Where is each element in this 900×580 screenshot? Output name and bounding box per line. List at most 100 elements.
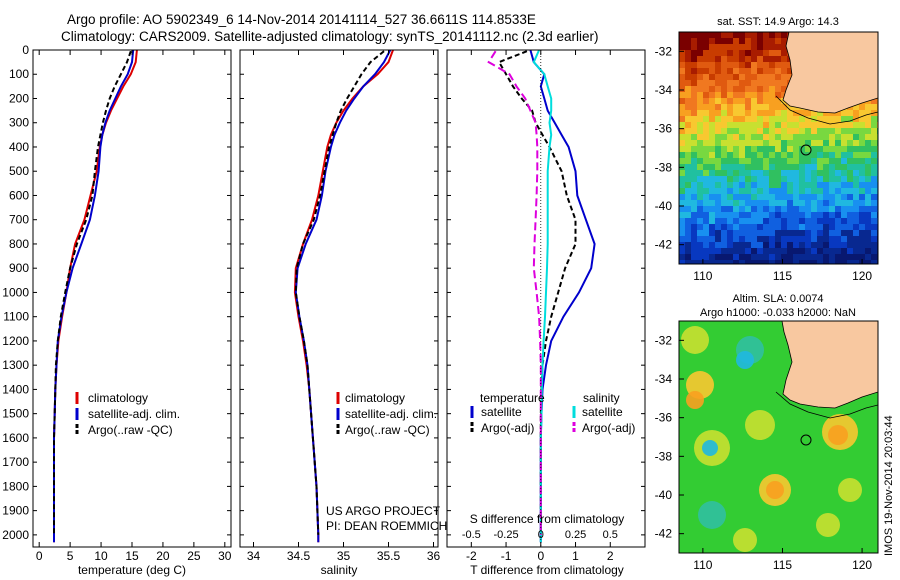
sst-cell <box>757 62 763 68</box>
sst-cell <box>805 206 811 212</box>
sst-cell <box>745 92 751 98</box>
sst-cell <box>763 140 769 146</box>
sst-cell <box>703 62 709 68</box>
sst-cell <box>751 116 757 122</box>
sst-cell <box>703 176 709 182</box>
sst-cell <box>775 44 781 50</box>
sst-cell <box>763 182 769 188</box>
timestamp-label: IMOS 19-Nov-2014 20:03:44 <box>883 415 895 556</box>
sst-cell <box>865 110 871 116</box>
sst-cell <box>703 260 709 264</box>
sst-cell <box>715 176 721 182</box>
sst-cell <box>715 38 721 44</box>
sst-cell <box>757 86 763 92</box>
sst-cell <box>739 218 745 224</box>
sst-cell <box>781 80 787 86</box>
sst-cell <box>853 230 859 236</box>
sst-cell <box>781 110 787 116</box>
sst-cell <box>829 248 835 254</box>
sst-cell <box>691 68 697 74</box>
sst-cell <box>715 86 721 92</box>
sst-cell <box>775 122 781 128</box>
sst-cell <box>715 110 721 116</box>
sst-cell <box>781 152 787 158</box>
sst-cell <box>865 200 871 206</box>
sst-cell <box>865 170 871 176</box>
sst-cell <box>757 200 763 206</box>
sst-cell <box>865 206 871 212</box>
sst-cell <box>859 146 865 152</box>
sst-cell <box>841 230 847 236</box>
sst-cell <box>703 80 709 86</box>
sst-cell <box>691 176 697 182</box>
sst-cell <box>727 236 733 242</box>
sst-cell <box>793 236 799 242</box>
sst-cell <box>775 230 781 236</box>
sst-cell <box>691 158 697 164</box>
sst-cell <box>811 206 817 212</box>
sst-cell <box>739 242 745 248</box>
sst-cell <box>709 116 715 122</box>
sst-cell <box>823 194 829 200</box>
sst-cell <box>775 104 781 110</box>
sla-profile-marker <box>800 434 812 446</box>
sst-cell <box>733 248 739 254</box>
sst-cell <box>811 212 817 218</box>
sst-cell <box>703 236 709 242</box>
sst-cell <box>745 128 751 134</box>
sst-cell <box>787 182 793 188</box>
sst-cell <box>775 146 781 152</box>
sst-cell <box>703 104 709 110</box>
sst-cell <box>763 146 769 152</box>
sst-cell <box>751 80 757 86</box>
sst-cell <box>817 176 823 182</box>
sst-cell <box>781 158 787 164</box>
sla-blob <box>838 478 862 502</box>
sst-cell <box>757 32 763 38</box>
sst-cell <box>787 128 793 134</box>
sst-cell <box>757 140 763 146</box>
sst-cell <box>865 260 871 264</box>
sst-cell <box>721 38 727 44</box>
sst-cell <box>787 152 793 158</box>
sst-cell <box>781 140 787 146</box>
sst-cell <box>685 212 691 218</box>
sst-cell <box>775 194 781 200</box>
sst-cell <box>757 44 763 50</box>
sst-cell <box>805 170 811 176</box>
sst-cell <box>841 116 847 122</box>
sst-cell <box>733 38 739 44</box>
legend-climatology-label: climatology <box>345 391 405 405</box>
sst-cell <box>751 104 757 110</box>
sst-cell <box>733 218 739 224</box>
sst-cell <box>757 164 763 170</box>
sst-cell <box>787 242 793 248</box>
sst-cell <box>715 242 721 248</box>
sst-cell <box>691 38 697 44</box>
sst-cell <box>691 242 697 248</box>
sst-cell <box>709 98 715 104</box>
sst-cell <box>853 188 859 194</box>
sst-cell <box>769 50 775 56</box>
sst-cell <box>751 140 757 146</box>
salinity-legend: climatology satellite-adj. clim. Argo(..… <box>336 391 437 437</box>
sst-cell <box>685 50 691 56</box>
sst-cell <box>799 212 805 218</box>
sst-cell <box>691 194 697 200</box>
sst-cell <box>799 158 805 164</box>
sst-cell <box>865 122 871 128</box>
sst-cell <box>811 194 817 200</box>
sst-cell <box>727 200 733 206</box>
sst-cell <box>775 140 781 146</box>
sst-cell <box>733 92 739 98</box>
sst-cell <box>793 206 799 212</box>
salinity-x-axis: 34 34.5 35 35.5 36 <box>247 50 440 563</box>
lat-tick-label: -32 <box>655 333 673 347</box>
sst-cell <box>799 182 805 188</box>
sst-cell <box>733 116 739 122</box>
sst-cell <box>775 92 781 98</box>
sst-cell <box>853 158 859 164</box>
sst-cell <box>679 200 685 206</box>
sst-cell <box>805 158 811 164</box>
sst-cell <box>817 164 823 170</box>
